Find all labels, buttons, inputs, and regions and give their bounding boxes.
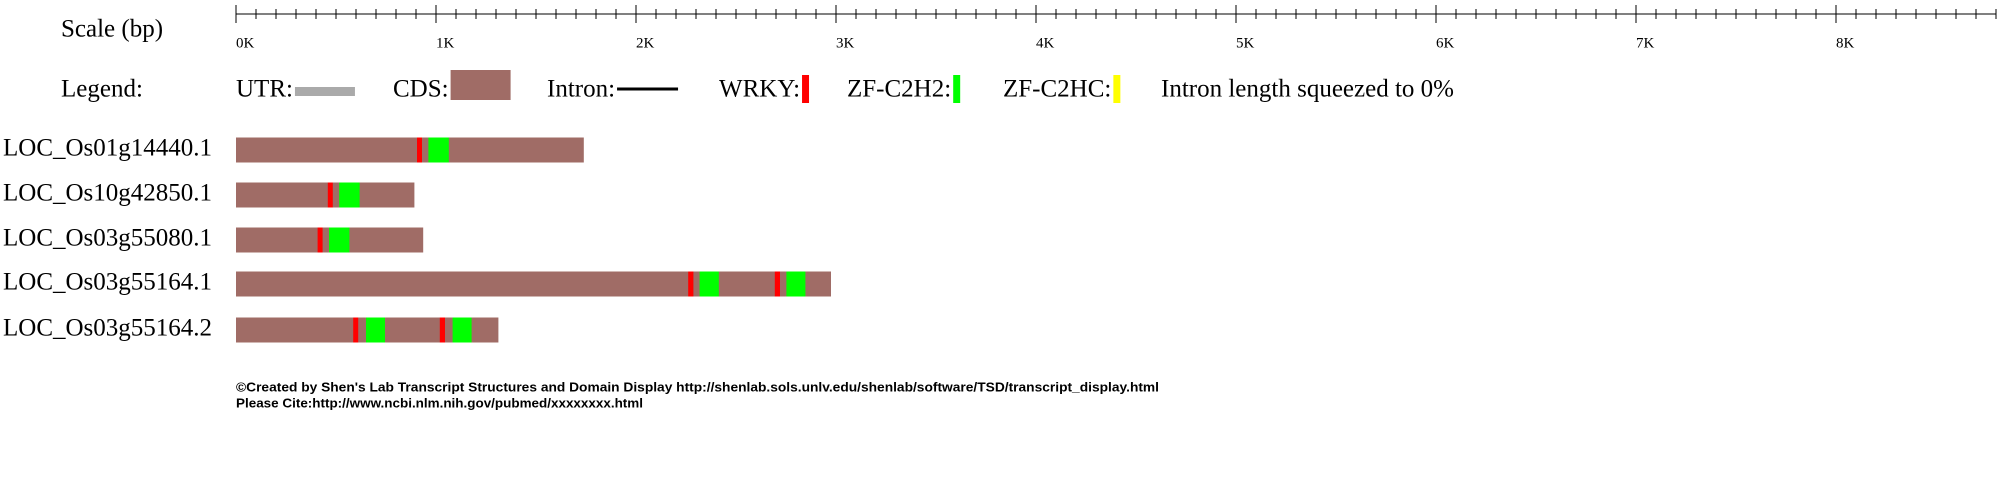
- legend-label: UTR:: [236, 76, 293, 103]
- tick-label: 8K: [1836, 35, 1855, 51]
- domain: [439, 317, 445, 343]
- domain: [366, 317, 385, 343]
- domain: [699, 271, 719, 297]
- tick-label: 3K: [836, 35, 855, 51]
- scale-label: Scale (bp): [61, 16, 163, 43]
- footer-credit: ©Created by Shen's Lab Transcript Struct…: [236, 379, 1159, 394]
- domain: [339, 182, 360, 208]
- tick-label: 0K: [236, 35, 255, 51]
- legend-swatch: [802, 75, 810, 103]
- transcript-name: LOC_Os10g42850.1: [3, 180, 212, 207]
- transcript-name: LOC_Os03g55164.2: [3, 315, 212, 342]
- domain: [329, 227, 350, 253]
- legend-swatch: [953, 75, 961, 103]
- tick-label: 6K: [1436, 35, 1455, 51]
- domain: [327, 182, 333, 208]
- cds-bar: [236, 271, 831, 297]
- cds-bar: [236, 182, 415, 208]
- domain: [317, 227, 323, 253]
- legend-note: Intron length squeezed to 0%: [1161, 76, 1454, 103]
- footer-cite: Please Cite:http://www.ncbi.nlm.nih.gov/…: [236, 395, 643, 410]
- legend-label: ZF-C2HC:: [1003, 76, 1111, 103]
- legend-label: CDS:: [393, 76, 449, 103]
- domain: [452, 317, 472, 343]
- domain: [688, 271, 694, 297]
- legend-label: ZF-C2H2:: [847, 76, 951, 103]
- domain: [417, 137, 422, 163]
- cds-bar: [236, 137, 584, 163]
- tick-label: 5K: [1236, 35, 1255, 51]
- legend-swatch: [294, 87, 355, 96]
- tick-label: 2K: [636, 35, 655, 51]
- tick-label: 7K: [1636, 35, 1655, 51]
- legend-title: Legend:: [61, 76, 143, 103]
- transcript-name: LOC_Os03g55080.1: [3, 225, 212, 252]
- legend-label: WRKY:: [719, 76, 800, 103]
- domain: [428, 137, 449, 163]
- domain: [774, 271, 780, 297]
- transcript-name: LOC_Os01g14440.1: [3, 135, 212, 162]
- legend-label: Intron:: [547, 76, 615, 103]
- legend-swatch: [1113, 75, 1121, 103]
- legend-swatch: [450, 70, 511, 100]
- tick-label: 1K: [436, 35, 455, 51]
- transcript-name: LOC_Os03g55164.1: [3, 269, 212, 296]
- domain: [786, 271, 806, 297]
- domain: [353, 317, 359, 343]
- tick-label: 4K: [1036, 35, 1055, 51]
